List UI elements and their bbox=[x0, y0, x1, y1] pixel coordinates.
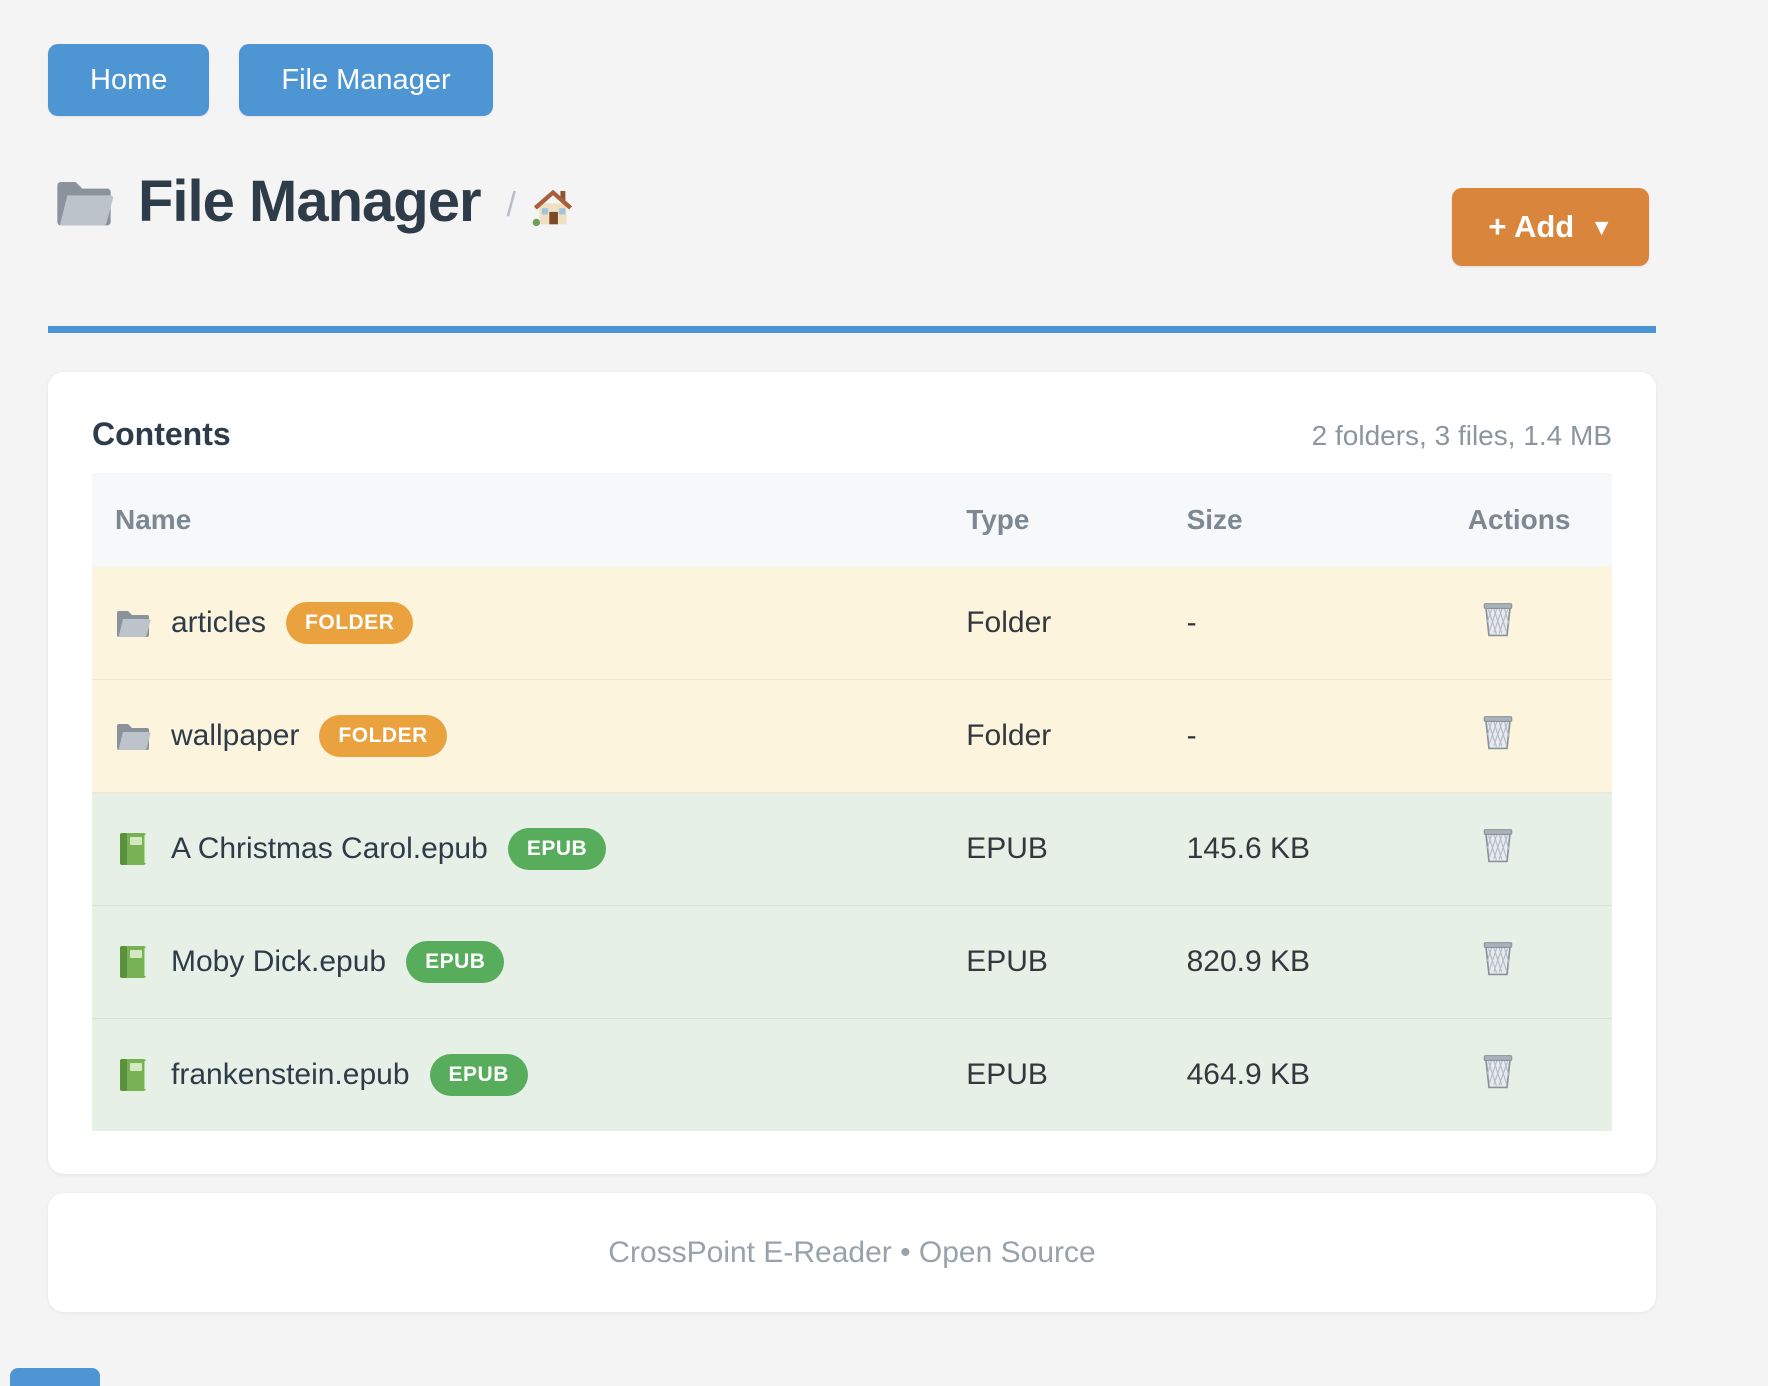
home-icon bbox=[532, 189, 573, 226]
delete-button[interactable] bbox=[1482, 1053, 1514, 1089]
file-name[interactable]: articles bbox=[171, 606, 267, 639]
trash-icon bbox=[1483, 829, 1513, 863]
type-cell: EPUB bbox=[943, 905, 1164, 1019]
footer: CrossPoint E-Reader • Open Source bbox=[48, 1193, 1656, 1312]
file-table: Name Type Size Actions articles FOLDER bbox=[92, 473, 1612, 1131]
size-cell: 145.6 KB bbox=[1163, 792, 1445, 906]
trash-icon bbox=[1483, 942, 1513, 976]
type-badge: EPUB bbox=[406, 941, 505, 983]
size-cell: - bbox=[1163, 679, 1445, 793]
partially-visible-button[interactable] bbox=[10, 1368, 100, 1386]
file-name[interactable]: wallpaper bbox=[171, 719, 300, 752]
add-button-label: + Add bbox=[1488, 209, 1575, 244]
type-cell: EPUB bbox=[943, 1018, 1164, 1131]
page-header: File Manager / + Add ▼ bbox=[48, 168, 1656, 268]
nav-file-manager-button[interactable]: File Manager bbox=[239, 44, 493, 116]
trash-icon bbox=[1483, 1055, 1513, 1089]
header-divider bbox=[48, 326, 1656, 333]
trash-icon bbox=[1483, 603, 1513, 637]
top-nav: Home File Manager bbox=[48, 44, 493, 116]
type-badge: FOLDER bbox=[319, 715, 447, 757]
footer-text: CrossPoint E-Reader • Open Source bbox=[608, 1235, 1096, 1269]
file-name[interactable]: frankenstein.epub bbox=[171, 1058, 410, 1091]
size-cell: - bbox=[1186, 606, 1197, 639]
folder-icon bbox=[117, 724, 151, 750]
breadcrumb-separator: / bbox=[506, 186, 516, 224]
size-cell: 820.9 KB bbox=[1163, 905, 1445, 1019]
contents-title: Contents bbox=[92, 416, 231, 452]
nav-home-button[interactable]: Home bbox=[48, 44, 210, 116]
title-group: File Manager / bbox=[54, 168, 574, 235]
column-header-type: Type bbox=[943, 473, 1164, 567]
column-header-size: Size bbox=[1163, 473, 1445, 567]
delete-button[interactable] bbox=[1482, 940, 1514, 976]
folder-icon bbox=[57, 181, 114, 225]
green-book-icon bbox=[120, 833, 146, 865]
folder-icon bbox=[117, 611, 151, 637]
table-header-row: Name Type Size Actions bbox=[92, 473, 1612, 567]
delete-button[interactable] bbox=[1482, 714, 1514, 750]
breadcrumb-root-link[interactable] bbox=[532, 187, 574, 227]
type-badge: FOLDER bbox=[286, 602, 414, 644]
file-name[interactable]: A Christmas Carol.epub bbox=[171, 832, 488, 865]
column-header-name: Name bbox=[92, 473, 944, 567]
table-row: wallpaper FOLDER Folder - bbox=[92, 679, 1612, 793]
table-row: Moby Dick.epub EPUB EPUB 820.9 KB bbox=[92, 905, 1612, 1019]
green-book-icon bbox=[120, 946, 146, 978]
table-row: frankenstein.epub EPUB EPUB 464.9 KB bbox=[92, 1018, 1612, 1131]
card-header: Contents 2 folders, 3 files, 1.4 MB bbox=[92, 416, 1612, 453]
table-row: articles FOLDER Folder - bbox=[92, 567, 1612, 680]
trash-icon bbox=[1483, 716, 1513, 750]
contents-card: Contents 2 folders, 3 files, 1.4 MB Name… bbox=[48, 372, 1656, 1174]
type-badge: EPUB bbox=[507, 828, 607, 870]
caret-down-icon: ▼ bbox=[1590, 213, 1613, 240]
page-title: File Manager bbox=[138, 169, 482, 234]
file-name[interactable]: Moby Dick.epub bbox=[171, 945, 387, 978]
contents-summary: 2 folders, 3 files, 1.4 MB bbox=[1311, 420, 1612, 451]
delete-button[interactable] bbox=[1482, 827, 1514, 863]
add-button[interactable]: + Add ▼ bbox=[1452, 188, 1649, 266]
table-row: A Christmas Carol.epub EPUB EPUB 145.6 K… bbox=[92, 792, 1612, 906]
type-cell: Folder bbox=[966, 606, 1052, 639]
type-badge: EPUB bbox=[429, 1054, 528, 1096]
column-header-actions: Actions bbox=[1444, 473, 1612, 567]
type-cell: Folder bbox=[943, 679, 1164, 793]
green-book-icon bbox=[120, 1059, 146, 1091]
size-cell: 464.9 KB bbox=[1163, 1018, 1445, 1131]
type-cell: EPUB bbox=[943, 792, 1164, 906]
delete-button[interactable] bbox=[1482, 601, 1514, 637]
page-container: Home File Manager File Manager / bbox=[48, 0, 1656, 1380]
